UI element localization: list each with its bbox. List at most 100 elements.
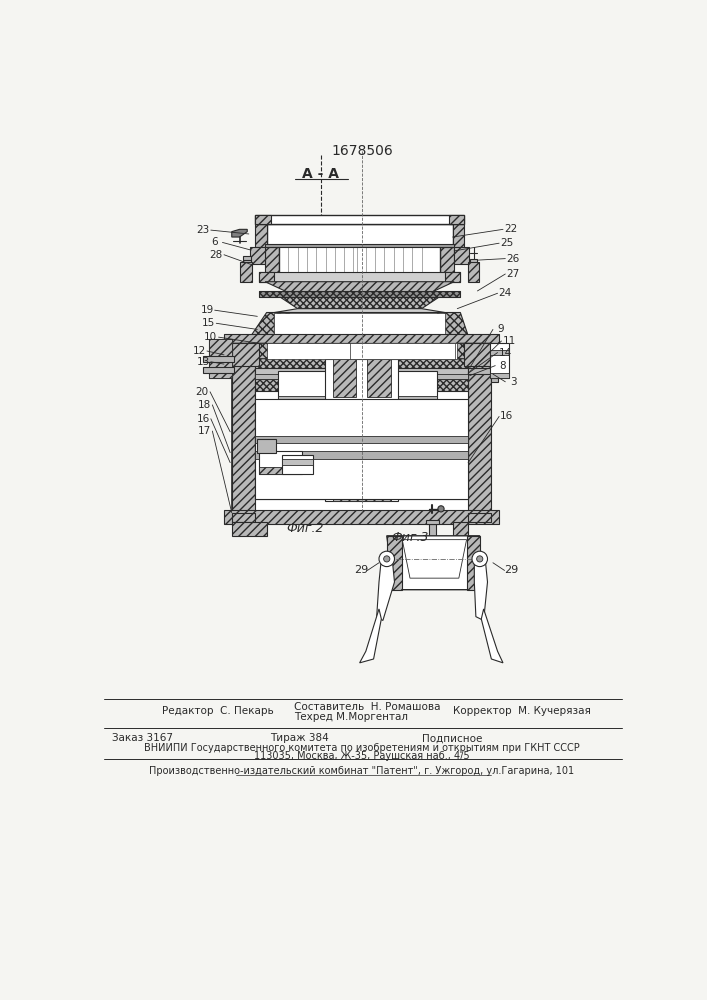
- Text: Заказ 3167: Заказ 3167: [112, 733, 173, 743]
- Text: 8: 8: [500, 361, 506, 371]
- Bar: [224, 334, 499, 343]
- Polygon shape: [274, 293, 445, 309]
- Text: Тираж 384: Тираж 384: [271, 733, 329, 743]
- Bar: [224, 510, 499, 524]
- Bar: [250, 247, 265, 264]
- Text: 25: 25: [501, 238, 513, 248]
- Bar: [255, 451, 468, 459]
- Bar: [387, 536, 402, 590]
- Bar: [279, 396, 348, 403]
- Text: 24: 24: [498, 288, 512, 298]
- Bar: [351, 343, 455, 359]
- Bar: [255, 436, 468, 443]
- Bar: [332, 486, 391, 501]
- Polygon shape: [360, 609, 381, 663]
- Text: 20: 20: [196, 387, 209, 397]
- Polygon shape: [251, 312, 290, 336]
- Polygon shape: [402, 540, 467, 578]
- Polygon shape: [274, 309, 445, 312]
- Text: Редактор  С. Пекарь: Редактор С. Пекарь: [162, 706, 274, 716]
- Text: 15: 15: [202, 318, 215, 328]
- Bar: [255, 391, 468, 499]
- Bar: [259, 272, 274, 282]
- Ellipse shape: [412, 553, 455, 580]
- Bar: [255, 368, 468, 379]
- Bar: [452, 224, 464, 247]
- Bar: [440, 247, 454, 274]
- Circle shape: [472, 551, 488, 567]
- Bar: [259, 291, 460, 297]
- Polygon shape: [232, 343, 282, 359]
- Bar: [209, 339, 232, 378]
- Text: 6: 6: [211, 237, 218, 247]
- Circle shape: [384, 556, 390, 562]
- Text: 28: 28: [209, 250, 223, 260]
- Bar: [203, 367, 234, 373]
- Text: 18: 18: [198, 400, 211, 410]
- Bar: [470, 259, 477, 274]
- Text: Подписное: Подписное: [421, 733, 482, 743]
- Polygon shape: [232, 522, 267, 536]
- Polygon shape: [232, 229, 247, 237]
- Bar: [265, 247, 279, 274]
- Text: 11: 11: [503, 336, 516, 346]
- Polygon shape: [481, 609, 503, 663]
- Text: 23: 23: [197, 225, 210, 235]
- Text: 13: 13: [197, 357, 210, 367]
- Text: 12: 12: [192, 346, 206, 356]
- Text: 113035, Москва, Ж-35, Раушская наб., 4/5: 113035, Москва, Ж-35, Раушская наб., 4/5: [254, 751, 469, 761]
- Text: 16: 16: [501, 411, 513, 421]
- Polygon shape: [387, 536, 480, 590]
- Bar: [490, 350, 509, 355]
- Text: Фиг.2: Фиг.2: [286, 522, 324, 535]
- Bar: [255, 399, 468, 499]
- Bar: [259, 272, 460, 282]
- Bar: [368, 396, 437, 403]
- Bar: [332, 359, 356, 397]
- Bar: [368, 371, 437, 403]
- Bar: [240, 262, 252, 282]
- Bar: [232, 343, 491, 513]
- Bar: [209, 339, 232, 378]
- Bar: [255, 215, 271, 224]
- Circle shape: [438, 506, 444, 512]
- Circle shape: [477, 556, 483, 562]
- Polygon shape: [441, 343, 491, 359]
- Text: 26: 26: [506, 254, 520, 264]
- Circle shape: [379, 551, 395, 567]
- Bar: [255, 343, 468, 397]
- Ellipse shape: [408, 456, 436, 470]
- Text: 29: 29: [503, 565, 518, 575]
- Text: А - А: А - А: [303, 167, 339, 181]
- Polygon shape: [452, 522, 468, 536]
- Bar: [232, 343, 255, 513]
- Polygon shape: [265, 282, 454, 293]
- Text: 3: 3: [510, 377, 516, 387]
- Bar: [368, 359, 391, 397]
- Bar: [267, 224, 452, 247]
- Bar: [259, 466, 301, 474]
- Bar: [464, 343, 491, 366]
- Bar: [255, 374, 468, 379]
- Ellipse shape: [421, 560, 445, 574]
- Bar: [255, 215, 464, 224]
- Bar: [491, 360, 498, 382]
- Bar: [429, 524, 436, 536]
- Bar: [203, 356, 234, 362]
- Text: 1678506: 1678506: [331, 144, 393, 158]
- Ellipse shape: [400, 451, 443, 474]
- Bar: [257, 439, 276, 453]
- Bar: [445, 272, 460, 282]
- Bar: [468, 262, 479, 282]
- Bar: [267, 343, 457, 359]
- Bar: [232, 343, 491, 366]
- Bar: [232, 343, 259, 366]
- Polygon shape: [377, 559, 395, 620]
- Bar: [325, 359, 398, 501]
- Text: Корректор  М. Кучерязая: Корректор М. Кучерязая: [452, 706, 590, 716]
- Text: 29: 29: [354, 565, 368, 575]
- Text: Составитель  Н. Ромашова: Составитель Н. Ромашова: [293, 702, 440, 712]
- Text: 19: 19: [200, 305, 214, 315]
- Polygon shape: [437, 312, 468, 336]
- Bar: [467, 536, 480, 590]
